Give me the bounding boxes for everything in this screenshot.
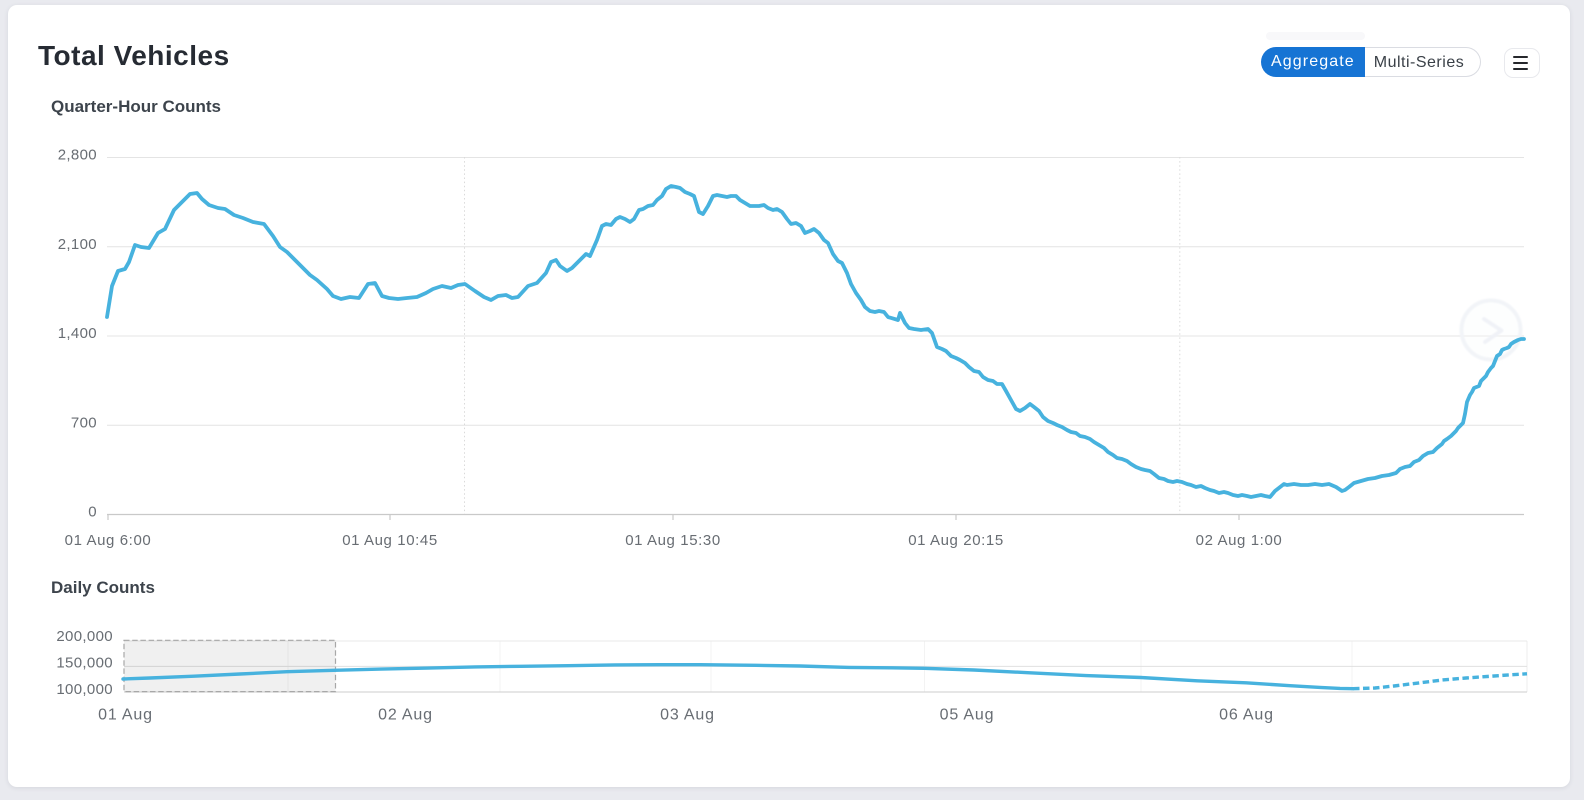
- svg-text:1,400: 1,400: [58, 325, 97, 342]
- svg-text:01 Aug 10:45: 01 Aug 10:45: [342, 532, 438, 549]
- svg-text:01 Aug 15:30: 01 Aug 15:30: [625, 532, 721, 549]
- svg-text:06 Aug: 06 Aug: [1219, 707, 1274, 724]
- svg-text:2,100: 2,100: [58, 236, 97, 253]
- svg-text:03 Aug: 03 Aug: [660, 707, 715, 724]
- svg-text:700: 700: [71, 414, 97, 431]
- svg-text:01 Aug 6:00: 01 Aug 6:00: [65, 532, 152, 549]
- svg-text:150,000: 150,000: [56, 654, 113, 671]
- svg-text:02 Aug: 02 Aug: [378, 707, 433, 724]
- svg-text:01 Aug 20:15: 01 Aug 20:15: [908, 532, 1004, 549]
- svg-text:100,000: 100,000: [56, 681, 113, 698]
- svg-text:02 Aug 1:00: 02 Aug 1:00: [1196, 532, 1283, 549]
- svg-text:0: 0: [88, 504, 97, 521]
- svg-text:05 Aug: 05 Aug: [940, 707, 995, 724]
- svg-text:2,800: 2,800: [58, 147, 97, 164]
- svg-text:200,000: 200,000: [56, 628, 113, 645]
- svg-text:01 Aug: 01 Aug: [98, 707, 153, 724]
